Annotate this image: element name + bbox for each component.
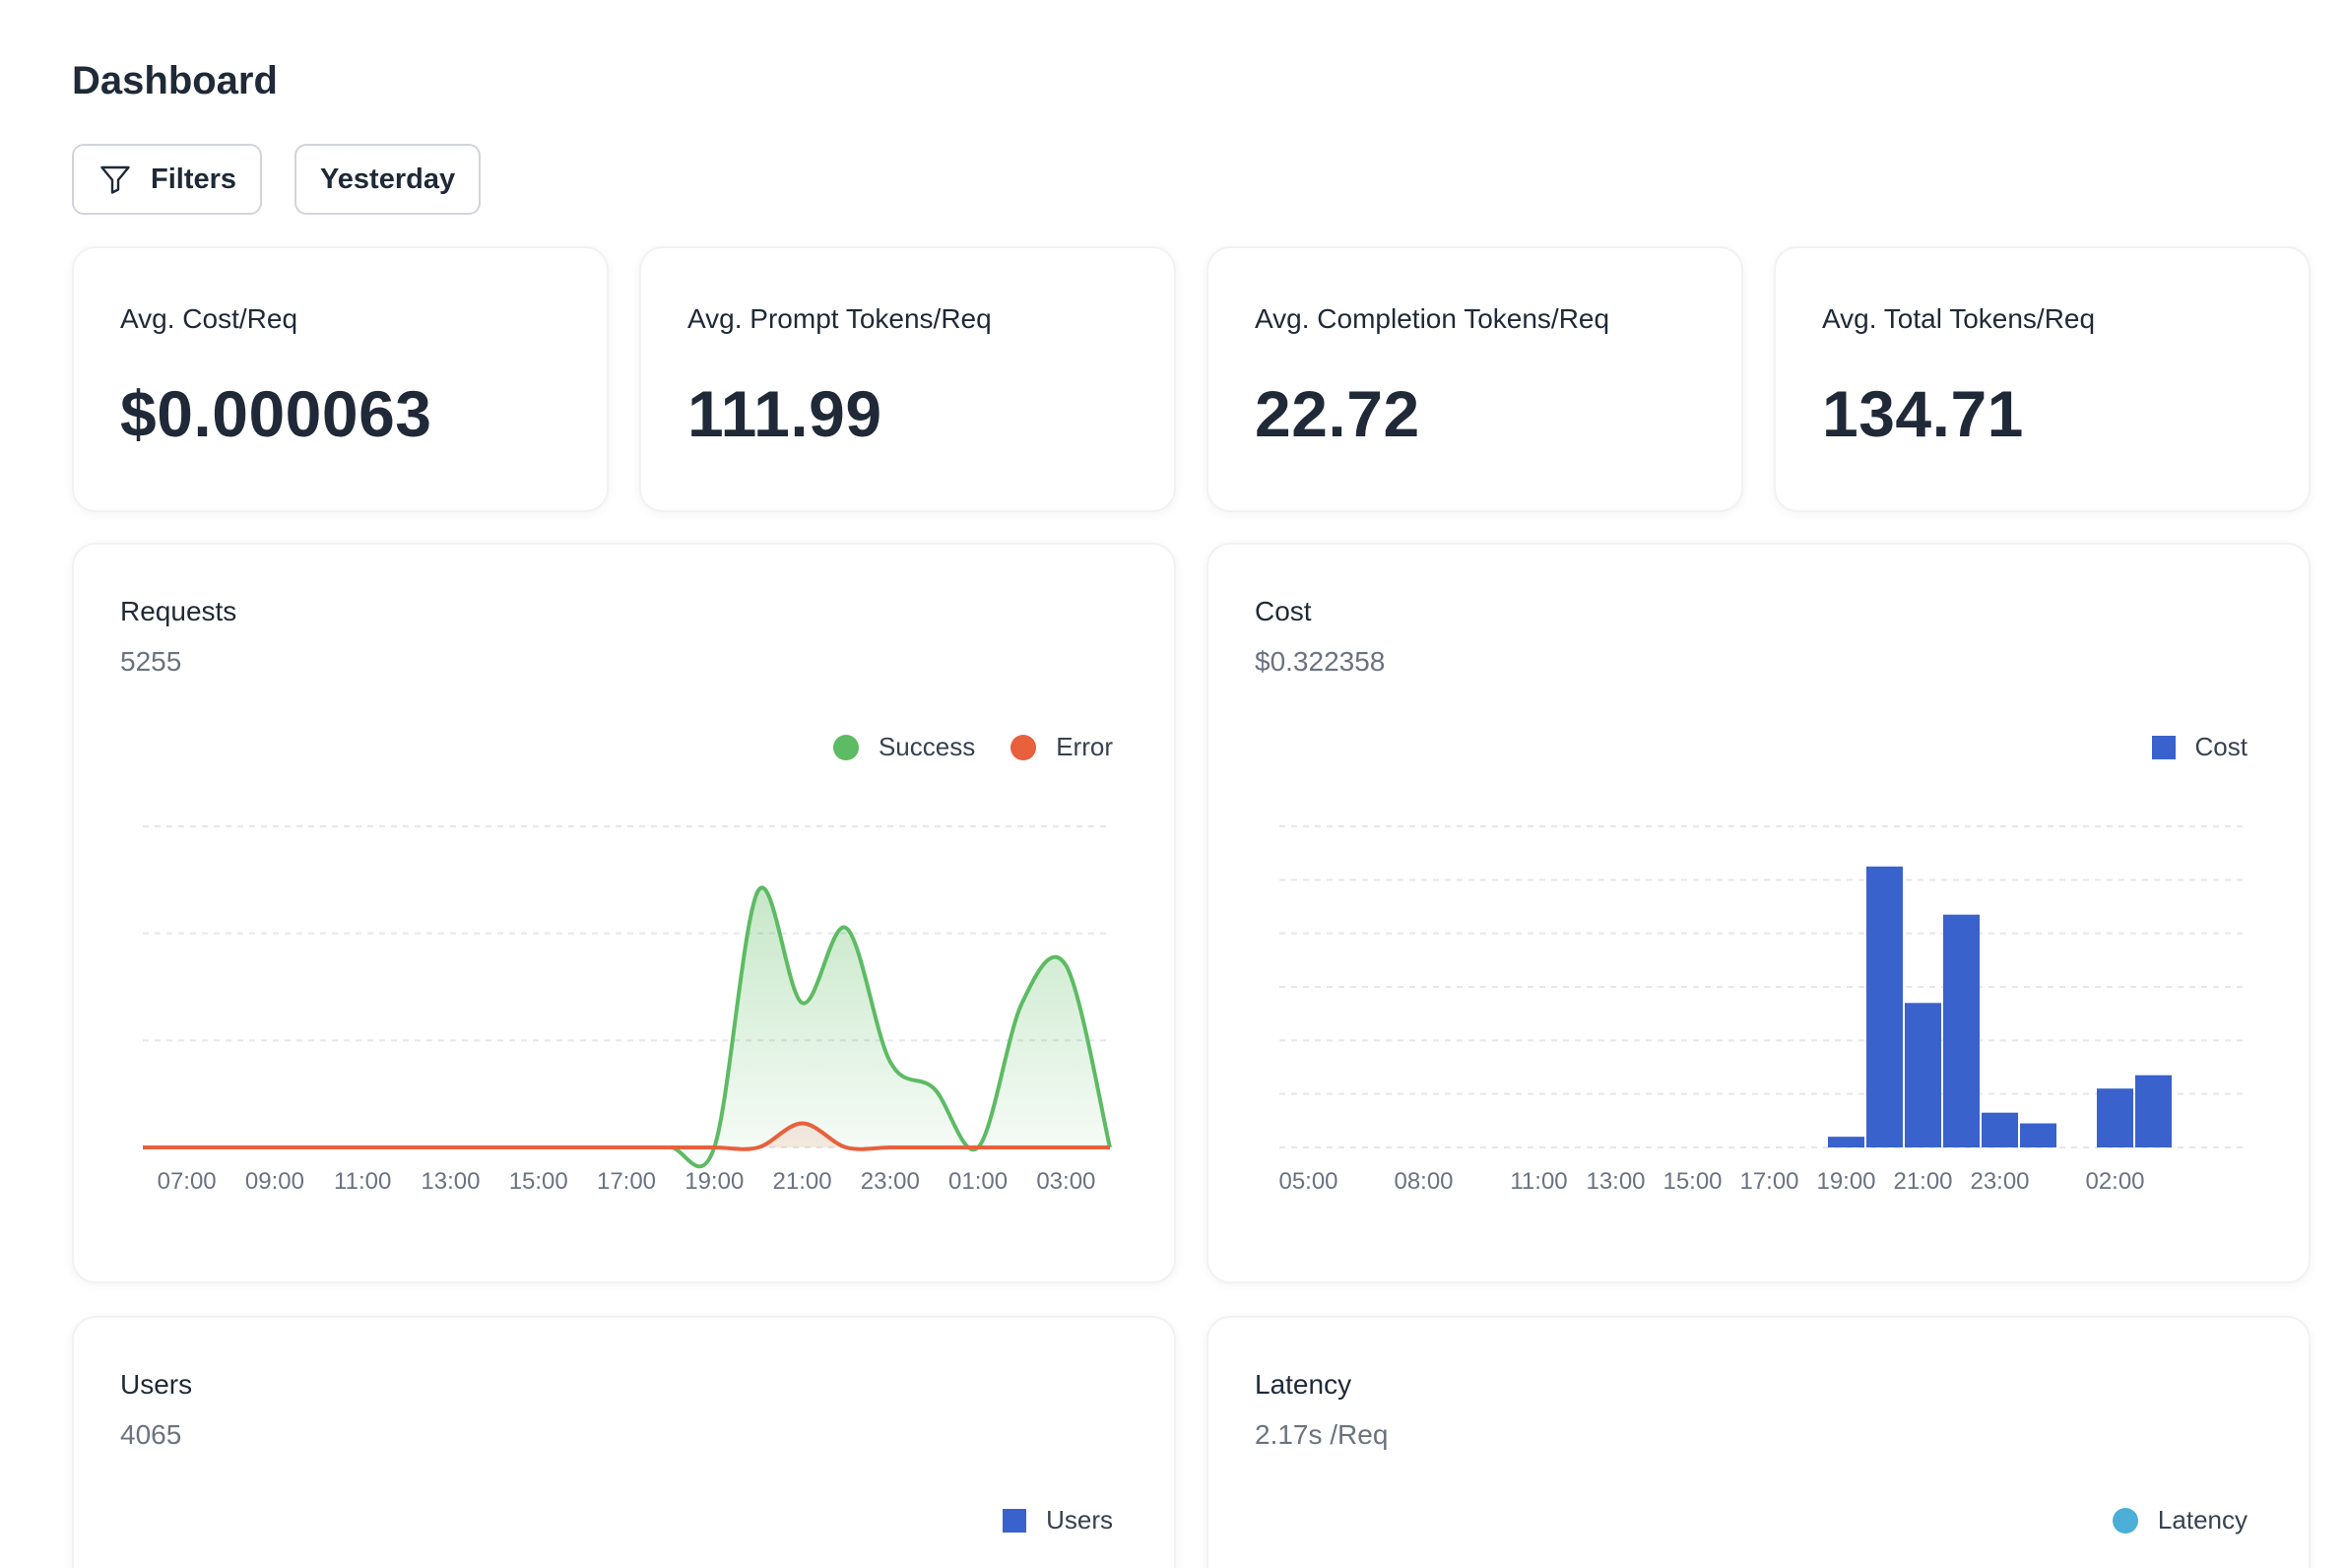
legend-item-users[interactable]: Users xyxy=(1003,1505,1113,1535)
x-tick-label: 03:00 xyxy=(1036,1168,1095,1195)
x-tick-label: 17:00 xyxy=(597,1168,656,1195)
panel-total: 5255 xyxy=(120,646,182,677)
stat-card-avg-prompt-tokens: Avg. Prompt Tokens/Req 111.99 xyxy=(639,246,1176,512)
stat-value: 111.99 xyxy=(687,377,882,450)
legend-label: Latency xyxy=(2157,1505,2248,1535)
filter-icon xyxy=(98,162,133,197)
latency-dot-icon xyxy=(2112,1507,2138,1534)
stat-label: Avg. Cost/Req xyxy=(120,303,298,334)
panel-total: 4065 xyxy=(120,1419,182,1450)
panel-total: $0.322358 xyxy=(1255,646,1386,677)
x-tick-label: 19:00 xyxy=(684,1168,744,1195)
date-range-button[interactable]: Yesterday xyxy=(294,144,482,215)
x-tick-label: 21:00 xyxy=(1893,1168,1952,1195)
stat-label: Avg. Completion Tokens/Req xyxy=(1255,303,1610,334)
stat-value: 22.72 xyxy=(1255,377,1420,450)
requests-panel: Requests 5255 Success Error 07:00 09:00 11… xyxy=(72,543,1176,1283)
filters-button[interactable]: Filters xyxy=(72,144,263,215)
x-tick-label: 15:00 xyxy=(509,1168,568,1195)
cost-bar xyxy=(2135,1075,2172,1147)
error-series-line xyxy=(143,1121,1110,1151)
legend-item-success[interactable]: Success xyxy=(832,732,976,762)
x-tick-label: 11:00 xyxy=(1510,1168,1567,1195)
chart-legend: Cost xyxy=(2151,732,2248,762)
error-dot-icon xyxy=(1010,734,1037,760)
x-tick-label: 23:00 xyxy=(1970,1168,2029,1195)
x-tick-label: 17:00 xyxy=(1739,1168,1798,1195)
x-tick-label: 01:00 xyxy=(948,1168,1008,1195)
panel-title: Requests xyxy=(120,596,237,626)
legend-item-error[interactable]: Error xyxy=(1010,732,1113,762)
stat-label: Avg. Total Tokens/Req xyxy=(1822,303,2096,334)
x-tick-label: 13:00 xyxy=(421,1168,480,1195)
x-tick-label: 09:00 xyxy=(245,1168,304,1195)
cost-bar xyxy=(1905,1003,1941,1147)
page-title: Dashboard xyxy=(72,59,278,102)
x-tick-label: 15:00 xyxy=(1662,1168,1722,1195)
latency-panel: Latency 2.17s /Req Latency xyxy=(1206,1316,2311,1568)
stat-card-avg-completion-tokens: Avg. Completion Tokens/Req 22.72 xyxy=(1206,246,1743,512)
legend-label: Users xyxy=(1046,1505,1113,1535)
legend-label: Success xyxy=(878,732,976,761)
users-square-icon xyxy=(1003,1508,1027,1533)
x-tick-label: 13:00 xyxy=(1586,1168,1645,1195)
requests-chart: 07:00 09:00 11:00 13:00 15:00 17:00 19:00 21:00… xyxy=(143,825,1112,1195)
x-tick-label: 23:00 xyxy=(861,1168,920,1195)
panel-title: Users xyxy=(120,1369,193,1400)
stat-card-avg-cost: Avg. Cost/Req $0.000063 xyxy=(72,246,609,512)
panel-title: Cost xyxy=(1255,596,1312,626)
chart-legend: Success Error xyxy=(832,732,1113,762)
cost-bar xyxy=(1982,1112,2018,1147)
success-dot-icon xyxy=(832,734,859,760)
x-tick-label: 11:00 xyxy=(334,1168,391,1195)
legend-item-latency[interactable]: Latency xyxy=(2112,1505,2248,1535)
stat-value: $0.000063 xyxy=(120,377,432,450)
cost-bar xyxy=(1828,1137,1864,1147)
cost-bar xyxy=(2020,1123,2056,1147)
panel-total: 2.17s /Req xyxy=(1255,1419,1389,1450)
cost-square-icon xyxy=(2151,735,2176,759)
legend-label: Error xyxy=(1056,732,1113,761)
panel-title: Latency xyxy=(1255,1369,1352,1400)
success-series-line xyxy=(143,885,1112,1169)
x-tick-label: 07:00 xyxy=(158,1168,217,1195)
users-panel: Users 4065 Users xyxy=(72,1316,1176,1568)
x-tick-label: 02:00 xyxy=(2085,1168,2144,1195)
cost-bar xyxy=(2097,1088,2133,1147)
legend-label: Cost xyxy=(2194,732,2248,761)
cost-panel: Cost $0.322358 Cost 05:00 08:00 11:00 13:00… xyxy=(1206,543,2311,1283)
success-area xyxy=(143,887,1110,1167)
chart-legend: Users xyxy=(1003,1505,1113,1535)
stat-card-avg-total-tokens: Avg. Total Tokens/Req 134.71 xyxy=(1774,246,2311,512)
cost-chart: 05:00 08:00 11:00 13:00 15:00 17:00 19:00 21:00… xyxy=(1278,825,2245,1195)
stat-value: 134.71 xyxy=(1822,377,2024,450)
x-tick-label: 19:00 xyxy=(1816,1168,1875,1195)
toolbar: Filters Yesterday xyxy=(72,144,482,215)
x-tick-label: 08:00 xyxy=(1394,1168,1453,1195)
filters-label: Filters xyxy=(151,163,237,195)
stat-label: Avg. Prompt Tokens/Req xyxy=(687,303,992,334)
legend-item-cost[interactable]: Cost xyxy=(2151,732,2248,762)
cost-bar xyxy=(1943,914,1980,1147)
x-tick-label: 05:00 xyxy=(1278,1168,1337,1195)
cost-bar xyxy=(1866,866,1903,1147)
x-tick-label: 21:00 xyxy=(773,1168,832,1195)
chart-legend: Latency xyxy=(2112,1505,2248,1535)
